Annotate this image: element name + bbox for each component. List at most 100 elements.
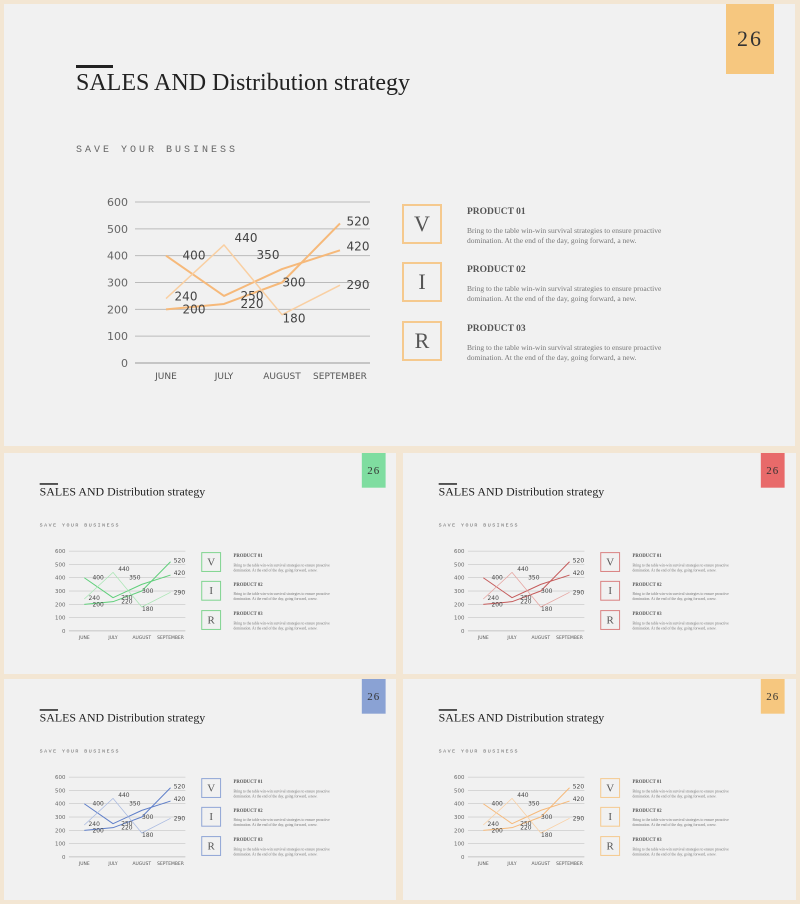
data-label: 400 — [491, 575, 503, 582]
x-tick-label: JULY — [107, 861, 117, 867]
y-tick-label: 500 — [55, 788, 66, 794]
product-letter-i: I — [201, 806, 222, 827]
y-tick-label: 0 — [461, 629, 465, 635]
main-slide: 26 SALES AND Distribution strategy SAVE … — [4, 4, 795, 446]
product-letter-v: V — [402, 204, 442, 244]
product-title: PRODUCT 03 — [632, 611, 662, 617]
data-label: 300 — [142, 814, 154, 821]
product-description: Bring to the table win-win survival stra… — [632, 847, 729, 857]
line-chart: 0 100 200 300 400 500 600 JUNE JULY AUGUST SEPTEMB… — [454, 549, 585, 641]
x-tick-label: AUGUST — [531, 861, 550, 867]
slide-number-badge: 26 — [760, 679, 785, 714]
x-tick-label: JULY — [107, 635, 117, 641]
x-tick-label: AUGUST — [132, 635, 151, 641]
product-description: Bring to the table win-win survival stra… — [467, 284, 662, 303]
data-label: 350 — [257, 248, 280, 262]
series-line — [84, 572, 171, 608]
data-label: 300 — [142, 588, 154, 595]
x-tick-label: JULY — [506, 635, 516, 641]
product-title: PRODUCT 01 — [632, 779, 662, 785]
series-line — [165, 249, 341, 297]
y-tick-label: 0 — [121, 357, 128, 370]
y-tick-label: 400 — [55, 576, 66, 582]
series-line — [84, 798, 171, 834]
product-letter-v: V — [600, 778, 621, 798]
data-label: 250 — [121, 595, 133, 602]
x-tick-label: JULY — [214, 372, 234, 382]
data-label: 250 — [241, 289, 264, 303]
series-line — [483, 787, 570, 831]
slide-title: SALES AND Distribution strategy — [39, 485, 206, 499]
data-label: 520 — [174, 558, 186, 565]
y-tick-label: 600 — [55, 549, 66, 555]
product-letter-i: I — [201, 580, 222, 601]
product-title: PRODUCT 03 — [233, 837, 263, 843]
product-title: PRODUCT 01 — [233, 553, 263, 559]
y-tick-label: 200 — [55, 602, 66, 608]
thumbnail-green[interactable]: 26 SALES AND Distribution strategy SAVE … — [4, 453, 396, 674]
product-title: PRODUCT 02 — [233, 808, 263, 814]
data-label: 290 — [174, 589, 186, 596]
y-tick-label: 200 — [454, 828, 465, 834]
data-label: 290 — [573, 815, 585, 822]
y-tick-label: 600 — [107, 196, 128, 209]
data-label: 440 — [235, 231, 258, 245]
y-tick-label: 400 — [454, 576, 465, 582]
product-letter-v: V — [600, 552, 621, 572]
product-title: PRODUCT 02 — [233, 582, 263, 588]
data-label: 290 — [573, 589, 585, 596]
data-label: 300 — [541, 588, 553, 595]
data-label: 200 — [92, 601, 104, 608]
series-line — [483, 574, 570, 599]
x-tick-label: JUNE — [78, 635, 90, 641]
y-tick-label: 200 — [454, 602, 465, 608]
data-label: 180 — [142, 832, 154, 839]
product-letter-v: V — [201, 552, 222, 572]
y-tick-label: 200 — [107, 303, 128, 316]
data-label: 200 — [183, 302, 206, 316]
product-title: PRODUCT 01 — [467, 207, 526, 217]
series-line — [483, 572, 570, 608]
thumbnail-blue[interactable]: 26 SALES AND Distribution strategy SAVE … — [4, 679, 396, 900]
y-tick-label: 400 — [107, 250, 128, 263]
slide-number-badge: 26 — [361, 679, 386, 714]
data-label: 400 — [92, 801, 104, 808]
slide-number-badge: 26 — [726, 4, 774, 74]
slide-number-badge: 26 — [361, 453, 386, 488]
data-label: 520 — [347, 214, 370, 228]
y-tick-label: 600 — [454, 775, 465, 781]
data-label: 250 — [520, 821, 532, 828]
product-title: PRODUCT 03 — [233, 611, 263, 617]
data-label: 520 — [174, 784, 186, 791]
x-tick-label: SEPTEMBER — [157, 861, 184, 867]
thumbnail-red[interactable]: 26 SALES AND Distribution strategy SAVE … — [403, 453, 796, 674]
product-letter-i: I — [600, 580, 621, 601]
x-tick-label: AUGUST — [531, 635, 550, 641]
product-description: Bring to the table win-win survival stra… — [632, 563, 729, 573]
y-tick-label: 100 — [55, 616, 66, 622]
data-label: 520 — [573, 558, 585, 565]
data-label: 440 — [517, 566, 529, 573]
data-label: 180 — [283, 312, 306, 326]
product-letter-v: V — [201, 778, 222, 798]
y-tick-label: 300 — [55, 589, 66, 595]
y-tick-label: 600 — [55, 775, 66, 781]
title-accent-bar — [39, 483, 59, 485]
data-label: 350 — [528, 574, 540, 581]
product-description: Bring to the table win-win survival stra… — [632, 817, 729, 828]
y-tick-label: 300 — [454, 589, 465, 595]
product-description: Bring to the table win-win survival stra… — [467, 343, 662, 362]
data-label: 420 — [174, 796, 186, 803]
data-label: 220 — [520, 825, 532, 832]
product-title: PRODUCT 03 — [467, 324, 526, 334]
data-label: 420 — [347, 239, 370, 253]
product-description: Bring to the table win-win survival stra… — [632, 621, 729, 631]
product-description: Bring to the table win-win survival stra… — [233, 817, 330, 828]
thumbnail-orange[interactable]: 26 SALES AND Distribution strategy SAVE … — [403, 679, 796, 900]
y-tick-label: 400 — [454, 802, 465, 808]
y-tick-label: 0 — [461, 855, 465, 861]
product-description: Bring to the table win-win survival stra… — [233, 563, 330, 573]
product-letter-r: R — [600, 610, 621, 630]
data-label: 290 — [174, 815, 186, 822]
x-tick-label: JUNE — [154, 372, 177, 382]
